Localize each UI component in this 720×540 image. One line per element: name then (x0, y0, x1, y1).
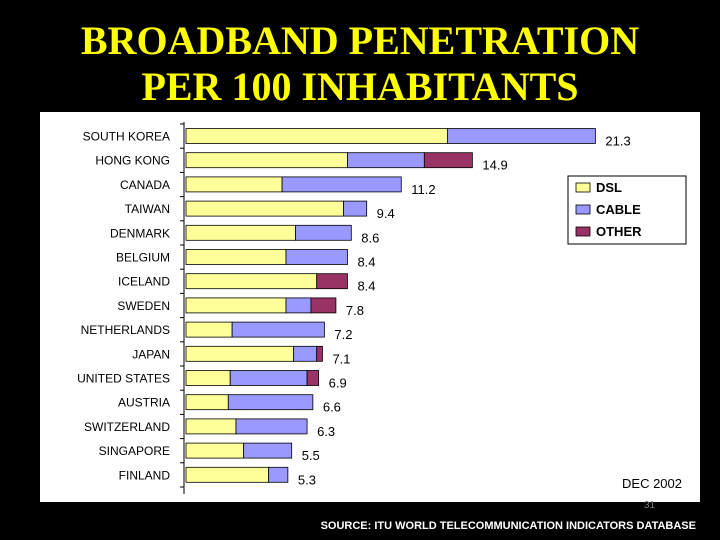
bar-cable-switzerland (235, 418, 308, 435)
bar-cable-austria (227, 394, 314, 411)
bar-cable-finland (268, 466, 289, 483)
data-label-total: 7.1 (332, 351, 350, 366)
category-label: BELGIUM (116, 251, 170, 265)
legend-label-other: OTHER (596, 224, 642, 239)
bar-dsl-finland (185, 466, 270, 483)
category-label: FINLAND (119, 468, 171, 482)
page-title: BROADBAND PENETRATION PER 100 INHABITANT… (0, 18, 720, 110)
category-label: SWEDEN (117, 299, 170, 313)
bar-dsl-denmark (185, 224, 296, 241)
bar-dsl-sweden (185, 297, 287, 314)
data-label-total: 9.4 (377, 206, 395, 221)
bar-dsl-austria (185, 394, 229, 411)
category-label: ICELAND (118, 275, 170, 289)
bar-cable-taiwan (343, 200, 368, 217)
title-line-1: BROADBAND PENETRATION (80, 18, 640, 63)
legend-label-cable: CABLE (596, 202, 641, 217)
data-label-total: 6.6 (323, 400, 341, 415)
bar-cable-netherlands (231, 321, 325, 338)
category-label: AUSTRIA (118, 396, 170, 410)
data-label-total: 8.6 (361, 230, 379, 245)
legend-label-dsl: DSL (596, 180, 622, 195)
bar-dsl-japan (185, 345, 295, 362)
slide-number: 31 (644, 500, 656, 511)
bar-other-united-states (306, 370, 320, 386)
bar-cable-denmark (295, 224, 352, 241)
bar-cable-united-states (229, 370, 308, 386)
bar-cable-canada (281, 176, 402, 193)
data-label-total: 11.2 (411, 182, 435, 197)
data-label-total: 5.5 (302, 448, 320, 463)
bar-other-japan (316, 345, 323, 362)
data-label-total: 6.3 (317, 424, 335, 439)
category-label: TAIWAN (125, 202, 170, 216)
broadband-bar-chart: SOUTH KOREA 21.3 HONG KONG 14.9 CANADA 11.2 TA… (77, 122, 687, 494)
category-label: SWITZERLAND (84, 420, 170, 434)
data-label-total: 7.2 (334, 327, 352, 342)
bar-dsl-netherlands (185, 321, 233, 338)
legend-swatch-cable (575, 204, 591, 215)
category-label: UNITED STATES (77, 372, 170, 386)
category-label: DENMARK (110, 226, 170, 240)
bar-other-hong-kong (423, 152, 473, 169)
category-label: JAPAN (132, 347, 170, 361)
bar-dsl-hong-kong (185, 152, 348, 169)
bar-dsl-singapore (185, 442, 245, 459)
bar-dsl-switzerland (185, 418, 237, 435)
bar-dsl-united-states (185, 370, 231, 386)
bar-cable-singapore (243, 442, 293, 459)
bar-cable-belgium (285, 249, 348, 265)
data-label-total: 14.9 (482, 158, 507, 173)
bar-dsl-belgium (185, 249, 287, 265)
bar-other-sweden (310, 297, 337, 314)
bar-cable-south-korea (446, 128, 596, 144)
bar-cable-sweden (285, 297, 312, 314)
source-note: SOURCE: ITU WORLD TELECOMMUNICATION INDI… (320, 520, 696, 532)
bar-dsl-south-korea (185, 128, 448, 144)
data-label-total: 21.3 (605, 134, 630, 149)
data-label-total: 6.9 (329, 376, 347, 391)
bar-other-iceland (316, 273, 348, 290)
title-line-2: PER 100 INHABITANTS (141, 64, 579, 109)
bar-dsl-canada (185, 176, 283, 193)
data-label-total: 5.3 (298, 472, 316, 487)
bar-cable-japan (293, 345, 318, 362)
data-label-total: 8.4 (357, 255, 375, 270)
category-label: NETHERLANDS (81, 323, 170, 337)
category-label: SINGAPORE (99, 444, 170, 458)
data-label-total: 8.4 (357, 279, 375, 294)
category-label: SOUTH KOREA (83, 130, 170, 144)
chart-panel: SOUTH KOREA 21.3 HONG KONG 14.9 CANADA 11.2 TA… (40, 112, 700, 502)
date-annotation: DEC 2002 (622, 476, 682, 491)
category-label: CANADA (120, 178, 170, 192)
category-label: HONG KONG (95, 154, 170, 168)
legend-swatch-dsl (575, 182, 591, 193)
bar-cable-hong-kong (347, 152, 425, 169)
legend-swatch-other (575, 226, 591, 237)
bar-dsl-iceland (185, 273, 318, 290)
bar-dsl-taiwan (185, 200, 345, 217)
data-label-total: 7.8 (346, 303, 364, 318)
